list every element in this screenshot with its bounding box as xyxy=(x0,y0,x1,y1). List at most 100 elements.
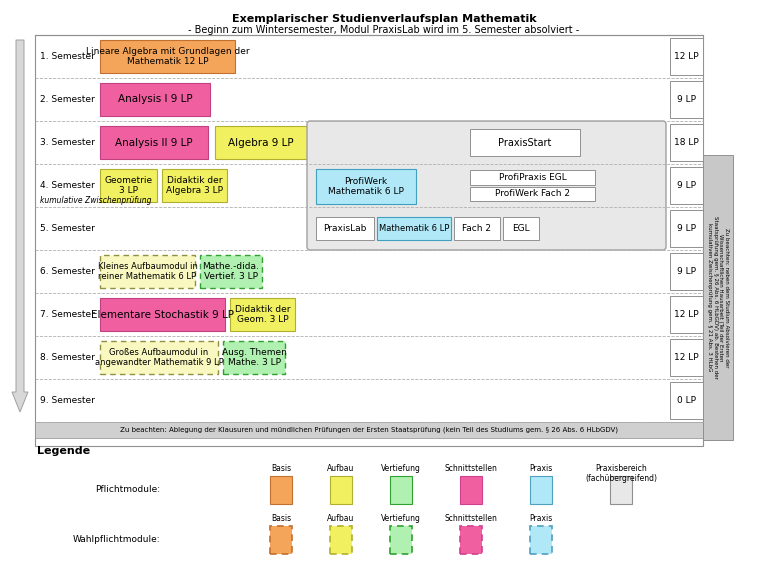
Text: Aufbau: Aufbau xyxy=(327,514,355,523)
FancyBboxPatch shape xyxy=(670,210,703,247)
Text: Didaktik der
Algebra 3 LP: Didaktik der Algebra 3 LP xyxy=(166,176,223,195)
Text: - Beginn zum Wintersemester, Modul PraxisLab wird im 5. Semester absolviert -: - Beginn zum Wintersemester, Modul Praxi… xyxy=(188,25,580,35)
Text: Ausg. Themen
Mathe. 3 LP: Ausg. Themen Mathe. 3 LP xyxy=(221,348,286,367)
FancyBboxPatch shape xyxy=(377,217,451,240)
Text: Pflichtmodule:: Pflichtmodule: xyxy=(95,486,160,495)
Text: PraxisStart: PraxisStart xyxy=(498,138,551,147)
FancyBboxPatch shape xyxy=(330,526,352,554)
Text: Schnittstellen: Schnittstellen xyxy=(445,464,498,473)
Text: ProfiWerk
Mathematik 6 LP: ProfiWerk Mathematik 6 LP xyxy=(328,177,404,196)
FancyBboxPatch shape xyxy=(100,255,195,288)
FancyBboxPatch shape xyxy=(390,476,412,504)
FancyBboxPatch shape xyxy=(503,217,539,240)
FancyBboxPatch shape xyxy=(162,169,227,202)
Text: Basis: Basis xyxy=(271,464,291,473)
FancyBboxPatch shape xyxy=(100,169,157,202)
FancyBboxPatch shape xyxy=(530,476,552,504)
Text: 9 LP: 9 LP xyxy=(677,181,696,190)
FancyBboxPatch shape xyxy=(454,217,500,240)
FancyBboxPatch shape xyxy=(215,126,307,159)
Text: 3. Semester: 3. Semester xyxy=(40,138,95,147)
Text: Aufbau: Aufbau xyxy=(327,464,355,473)
Text: ProfiWerk Fach 2: ProfiWerk Fach 2 xyxy=(495,190,570,198)
Text: kumulative Zwischenprüfung: kumulative Zwischenprüfung xyxy=(40,196,151,205)
Text: Zu beachten: neben dem Studium Absolvieren der
Wissenschaftlichen Hausarbeit (Te: Zu beachten: neben dem Studium Absolvier… xyxy=(707,216,729,379)
Text: Lineare Algebra mit Grundlagen der
Mathematik 12 LP: Lineare Algebra mit Grundlagen der Mathe… xyxy=(86,47,250,66)
Text: 6. Semester: 6. Semester xyxy=(40,267,95,276)
FancyBboxPatch shape xyxy=(230,298,295,331)
FancyBboxPatch shape xyxy=(100,83,210,116)
Text: 7. Semester: 7. Semester xyxy=(40,310,95,319)
Text: 9 LP: 9 LP xyxy=(677,224,696,233)
FancyBboxPatch shape xyxy=(670,167,703,204)
Text: 9 LP: 9 LP xyxy=(677,267,696,276)
Text: 12 LP: 12 LP xyxy=(674,52,699,61)
FancyBboxPatch shape xyxy=(100,298,225,331)
FancyBboxPatch shape xyxy=(270,526,292,554)
FancyBboxPatch shape xyxy=(100,40,235,73)
Text: Exemplarischer Studienverlaufsplan Mathematik: Exemplarischer Studienverlaufsplan Mathe… xyxy=(232,14,536,24)
Text: Praxisbereich
(fachübergreifend): Praxisbereich (fachübergreifend) xyxy=(585,464,657,483)
Text: 4. Semester: 4. Semester xyxy=(40,181,94,190)
Text: Kleines Aufbaumodul in
reiner Mathematik 6 LP: Kleines Aufbaumodul in reiner Mathematik… xyxy=(98,262,197,281)
Text: 5. Semester: 5. Semester xyxy=(40,224,95,233)
FancyBboxPatch shape xyxy=(270,476,292,504)
Text: 12 LP: 12 LP xyxy=(674,310,699,319)
FancyBboxPatch shape xyxy=(316,217,374,240)
FancyBboxPatch shape xyxy=(460,476,482,504)
Text: Mathematik 6 LP: Mathematik 6 LP xyxy=(379,224,449,233)
FancyBboxPatch shape xyxy=(530,526,552,554)
FancyBboxPatch shape xyxy=(100,341,218,374)
Text: Vertiefung: Vertiefung xyxy=(381,514,421,523)
Text: 9. Semester: 9. Semester xyxy=(40,396,95,405)
Text: Algebra 9 LP: Algebra 9 LP xyxy=(228,138,294,147)
Polygon shape xyxy=(12,40,28,412)
FancyBboxPatch shape xyxy=(670,38,703,75)
FancyBboxPatch shape xyxy=(670,382,703,419)
Text: PraxisLab: PraxisLab xyxy=(323,224,366,233)
Text: 18 LP: 18 LP xyxy=(674,138,699,147)
FancyBboxPatch shape xyxy=(223,341,285,374)
Text: Wahlpflichtmodule:: Wahlpflichtmodule: xyxy=(72,536,160,544)
FancyBboxPatch shape xyxy=(330,476,352,504)
Text: Praxis: Praxis xyxy=(529,514,553,523)
FancyBboxPatch shape xyxy=(670,339,703,376)
FancyBboxPatch shape xyxy=(610,476,632,504)
FancyBboxPatch shape xyxy=(200,255,262,288)
FancyBboxPatch shape xyxy=(670,296,703,333)
Text: Schnittstellen: Schnittstellen xyxy=(445,514,498,523)
Text: 9 LP: 9 LP xyxy=(677,95,696,104)
Text: Didaktik der
Geom. 3 LP: Didaktik der Geom. 3 LP xyxy=(235,305,290,324)
FancyBboxPatch shape xyxy=(100,126,208,159)
Text: EGL: EGL xyxy=(512,224,530,233)
FancyBboxPatch shape xyxy=(470,187,595,201)
Text: 0 LP: 0 LP xyxy=(677,396,696,405)
FancyBboxPatch shape xyxy=(470,170,595,184)
Text: Zu beachten: Ablegung der Klausuren und mündlichen Prüfungen der Ersten Staatspr: Zu beachten: Ablegung der Klausuren und … xyxy=(120,427,618,433)
Text: Großes Aufbaumodul in
angewandter Mathematik 9 LP: Großes Aufbaumodul in angewandter Mathem… xyxy=(94,348,223,367)
Text: ProfiPraxis EGL: ProfiPraxis EGL xyxy=(498,173,566,182)
Text: Fach 2: Fach 2 xyxy=(462,224,492,233)
Text: Basis: Basis xyxy=(271,514,291,523)
Text: Analysis I 9 LP: Analysis I 9 LP xyxy=(118,94,192,104)
FancyBboxPatch shape xyxy=(670,253,703,290)
Text: 8. Semester: 8. Semester xyxy=(40,353,95,362)
Text: 2. Semester: 2. Semester xyxy=(40,95,94,104)
Text: Mathe.-dida.
Vertief. 3 LP: Mathe.-dida. Vertief. 3 LP xyxy=(203,262,260,281)
Text: Analysis II 9 LP: Analysis II 9 LP xyxy=(115,138,193,147)
FancyBboxPatch shape xyxy=(307,121,666,250)
FancyBboxPatch shape xyxy=(670,124,703,161)
FancyBboxPatch shape xyxy=(316,169,416,204)
Text: 1. Semester: 1. Semester xyxy=(40,52,95,61)
Text: Geometrie
3 LP: Geometrie 3 LP xyxy=(104,176,153,195)
FancyBboxPatch shape xyxy=(460,526,482,554)
Text: Elementare Stochastik 9 LP: Elementare Stochastik 9 LP xyxy=(91,309,234,320)
FancyBboxPatch shape xyxy=(703,155,733,440)
FancyBboxPatch shape xyxy=(670,81,703,118)
FancyBboxPatch shape xyxy=(35,35,703,446)
FancyBboxPatch shape xyxy=(470,129,580,156)
FancyBboxPatch shape xyxy=(390,526,412,554)
Text: Praxis: Praxis xyxy=(529,464,553,473)
Text: Legende: Legende xyxy=(37,446,90,456)
Text: Vertiefung: Vertiefung xyxy=(381,464,421,473)
